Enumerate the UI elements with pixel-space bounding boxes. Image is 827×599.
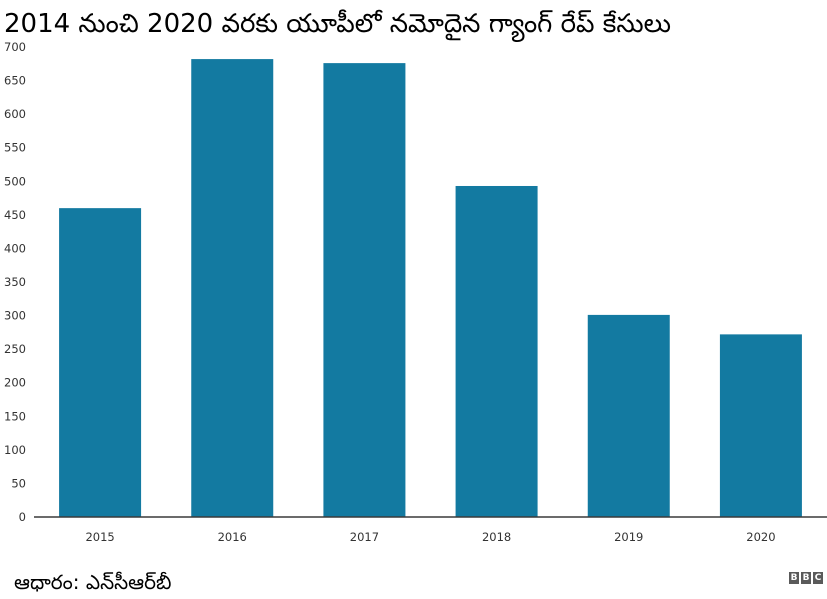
y-tick-label: 250 xyxy=(4,342,26,356)
bar xyxy=(719,334,802,517)
bar xyxy=(191,59,274,517)
y-tick-label: 300 xyxy=(4,309,26,323)
x-tick-label: 2020 xyxy=(746,530,775,544)
y-tick-label: 500 xyxy=(4,174,26,188)
x-tick-label: 2018 xyxy=(482,530,511,544)
source-note: ఆధారం: ఎన్‌సీఆర్‌బీ xyxy=(14,570,172,594)
x-tick-label: 2016 xyxy=(218,530,247,544)
chart-title: 2014 నుంచి 2020 వరకు యూపీలో నమోదైన గ్యాం… xyxy=(4,9,671,39)
y-tick-label: 450 xyxy=(4,208,26,222)
y-tick-label: 650 xyxy=(4,74,26,88)
bbc-logo-letter: B xyxy=(801,572,811,584)
y-tick-label: 400 xyxy=(4,241,26,255)
y-tick-label: 0 xyxy=(19,510,26,524)
bbc-logo-letter: C xyxy=(813,572,823,584)
bar xyxy=(323,63,406,517)
x-axis: 2015 2016 2017 2018 2019 2020 xyxy=(34,516,827,544)
y-tick-label: 100 xyxy=(4,443,26,457)
y-tick-label: 150 xyxy=(4,409,26,423)
x-tick-label: 2015 xyxy=(85,530,114,544)
bar-chart: 0 50 100 150 200 250 300 350 400 450 500 550 600 650 7… xyxy=(0,40,827,555)
bar xyxy=(455,185,538,517)
y-tick-label: 550 xyxy=(4,141,26,155)
bar xyxy=(587,314,670,517)
bar-chart-svg: 0 50 100 150 200 250 300 350 400 450 500 550 600 650 7… xyxy=(4,40,827,544)
y-tick-label: 350 xyxy=(4,275,26,289)
bbc-logo-letter: B xyxy=(789,572,799,584)
x-tick-label: 2017 xyxy=(350,530,379,544)
bbc-logo: B B C xyxy=(789,572,823,584)
y-tick-label: 200 xyxy=(4,376,26,390)
bars-group xyxy=(59,59,802,517)
y-tick-label: 700 xyxy=(4,40,26,54)
y-axis: 0 50 100 150 200 250 300 350 400 450 500 550 600 650 7… xyxy=(4,40,26,524)
y-tick-label: 50 xyxy=(11,476,26,490)
x-tick-label: 2019 xyxy=(614,530,643,544)
bar xyxy=(59,208,142,517)
y-tick-label: 600 xyxy=(4,107,26,121)
